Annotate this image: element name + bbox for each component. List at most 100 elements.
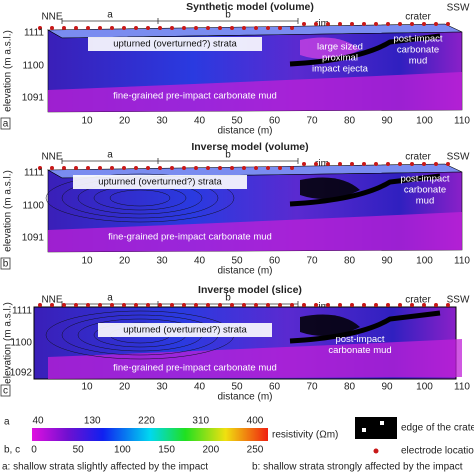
x-tick-label: 80 (344, 382, 356, 393)
annotation: impact ejecta (312, 64, 369, 75)
carbonate-layer (48, 72, 462, 112)
panel-title: Inverse model (slice) (198, 284, 302, 296)
x-tick-label: 40 (194, 256, 206, 267)
y-axis-label: elevation (m a.s.l.) (3, 170, 14, 252)
electrode (74, 26, 78, 30)
electrode (314, 22, 318, 26)
crater-edge-symbol (380, 421, 384, 425)
x-tick-label: 50 (231, 256, 243, 267)
electrode (122, 26, 126, 30)
colorbar-tick: 220 (138, 416, 155, 427)
electrode (278, 166, 282, 170)
legend-label: edge of the crater (401, 423, 474, 434)
crater-edge-symbol (355, 417, 397, 439)
electrode (194, 303, 198, 307)
electrode (302, 22, 306, 26)
electrode (422, 303, 426, 307)
annotation: fine-grained pre-impact carbonate mud (108, 232, 272, 243)
electrode (374, 303, 378, 307)
annotation-box (73, 175, 247, 189)
electrode (422, 162, 426, 166)
panel-letter: b (3, 259, 9, 270)
electrode (338, 303, 342, 307)
colorbar-tick: 100 (114, 445, 131, 456)
electrode (314, 162, 318, 166)
x-tick-label: 100 (416, 116, 433, 127)
electrode (146, 166, 150, 170)
electrode (122, 166, 126, 170)
x-tick-label: 100 (416, 256, 433, 267)
annotation: carbonate mud (328, 345, 391, 356)
crater-edge-symbol (362, 428, 366, 432)
colorbar-tick: 40 (32, 416, 44, 427)
x-axis-label: distance (m) (217, 266, 272, 277)
electrode (242, 26, 246, 30)
y-tick-label: 1100 (22, 61, 44, 72)
annotation: mud (416, 196, 434, 207)
electrode (254, 166, 258, 170)
segment-label: b (225, 10, 231, 21)
electrode (326, 22, 330, 26)
direction-label: SSW (447, 152, 470, 163)
electrode (110, 26, 114, 30)
y-tick-label: 1092 (10, 368, 33, 379)
electrode (122, 303, 126, 307)
electrode (446, 22, 450, 26)
x-tick-label: 70 (306, 256, 318, 267)
x-tick-label: 60 (269, 116, 281, 127)
colorbar-tick: 400 (247, 416, 264, 427)
x-tick-label: 60 (269, 256, 281, 267)
direction-label: NNE (41, 295, 62, 306)
electrode (170, 166, 174, 170)
electrode (98, 26, 102, 30)
electrode (50, 26, 54, 30)
electrode (326, 303, 330, 307)
electrode (254, 26, 258, 30)
electrode (194, 166, 198, 170)
annotation: carbonate (404, 185, 446, 196)
footer-note: b: shallow strata strongly affected by t… (252, 462, 463, 473)
electrode (62, 26, 66, 30)
colorbar-title: resistivity (Ωm) (272, 430, 338, 441)
colorbar-label: a (4, 417, 10, 428)
electrode (290, 26, 294, 30)
x-tick-label: 40 (194, 382, 206, 393)
electrode (170, 26, 174, 30)
panel-letter-box (0, 257, 11, 270)
x-tick-label: 80 (344, 256, 356, 267)
colorbar-label: b, c (4, 445, 20, 456)
panel-letter: c (3, 386, 8, 397)
x-tick-label: 90 (381, 382, 393, 393)
electrode (398, 303, 402, 307)
annotation: upturned (overturned?) strata (123, 325, 247, 336)
x-axis-label: distance (m) (217, 392, 272, 403)
panel: Inverse model (slice)NNESSWabrimcrater11… (0, 284, 470, 403)
electrode (206, 166, 210, 170)
electrode (146, 26, 150, 30)
electrode (158, 303, 162, 307)
electrode (134, 26, 138, 30)
electrode (86, 166, 90, 170)
y-axis-label: elevation (m a.s.l.) (3, 30, 14, 112)
x-tick-label: 50 (231, 382, 243, 393)
segment-label: a (107, 293, 113, 304)
electrode (422, 22, 426, 26)
direction-label: SSW (447, 295, 470, 306)
electrode (362, 303, 366, 307)
electrode (74, 166, 78, 170)
y-tick-label: 1111 (24, 168, 44, 179)
footer-note: a: shallow strata slightly affected by t… (2, 462, 208, 473)
electrode (230, 166, 234, 170)
x-tick-label: 50 (231, 116, 243, 127)
crater-edge (289, 33, 441, 67)
x-tick-label: 70 (306, 382, 318, 393)
electrode (182, 166, 186, 170)
colorbar-tick: 0 (31, 445, 37, 456)
colorbar-tick: 50 (73, 445, 85, 456)
ejecta-body (300, 177, 360, 199)
x-tick-label: 10 (81, 256, 93, 267)
electrode (242, 303, 246, 307)
x-tick-label: 30 (156, 256, 168, 267)
segment-label: rim (315, 19, 329, 30)
